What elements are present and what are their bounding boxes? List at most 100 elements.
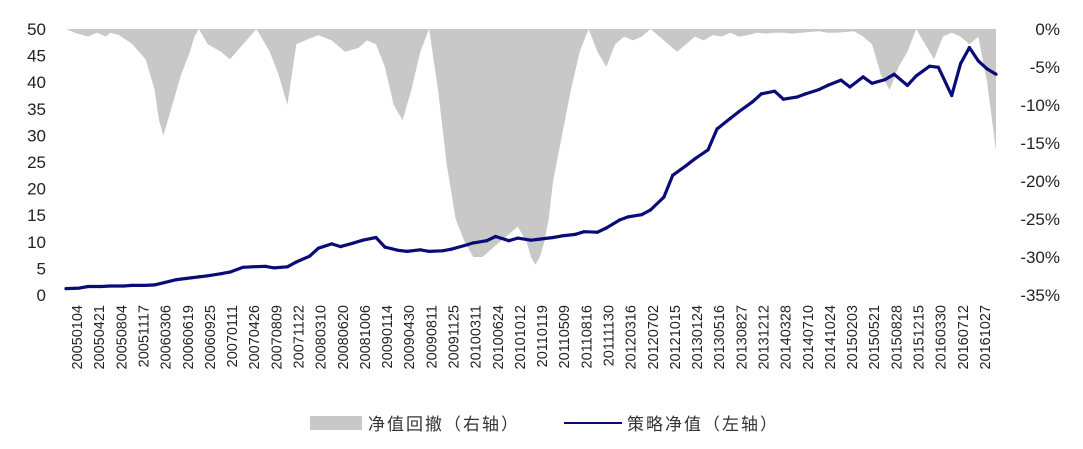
nav-point	[582, 230, 586, 234]
x-tick-label: 20071122	[292, 305, 308, 368]
nav-point	[418, 248, 422, 252]
nav-point	[706, 148, 710, 152]
nav-line-layer	[64, 45, 998, 291]
left-tick-label: 35	[27, 100, 46, 119]
x-tick-label: 20070809	[269, 305, 285, 370]
nav-point	[715, 127, 719, 131]
nav-point	[285, 265, 289, 269]
nav-point	[671, 173, 675, 177]
x-tick-label: 20110816	[579, 305, 595, 368]
nav-point	[263, 264, 267, 268]
nav-point	[967, 46, 972, 50]
nav-point	[339, 245, 343, 249]
x-tick-label: 20150828	[889, 305, 905, 370]
x-tick-label: 20120702	[646, 305, 662, 370]
x-tick-label: 20080310	[314, 305, 330, 370]
right-tick-label: 0%	[1035, 20, 1060, 39]
nav-point	[153, 283, 157, 287]
left-tick-label: 5	[37, 259, 46, 278]
x-tick-label: 20090430	[402, 305, 418, 370]
left-tick-label: 50	[27, 20, 46, 39]
x-tick-label: 20150203	[845, 305, 861, 370]
nav-point	[228, 270, 232, 274]
nav-point	[728, 116, 732, 120]
right-tick-label: -30%	[1020, 248, 1060, 267]
right-tick-label: -20%	[1020, 172, 1060, 191]
nav-point	[640, 213, 644, 217]
nav-point	[804, 92, 808, 96]
nav-point	[294, 260, 298, 264]
nav-point	[928, 64, 932, 68]
nav-point	[184, 276, 188, 281]
nav-point	[976, 59, 980, 63]
x-tick-label: 20101012	[513, 305, 529, 370]
nav-point	[595, 230, 600, 234]
x-tick-label: 20151215	[912, 305, 928, 370]
drawdown-area-layer	[66, 29, 996, 265]
right-tick-label: -25%	[1020, 210, 1060, 229]
x-tick-label: 20111130	[602, 305, 618, 366]
legend-label-nav: 策略净值（左轴）	[627, 415, 779, 435]
x-tick-label: 20090114	[380, 305, 396, 368]
x-tick-label: 20081006	[358, 305, 374, 370]
right-tick-label: -15%	[1020, 134, 1060, 153]
nav-point	[649, 208, 653, 212]
nav-point	[440, 249, 444, 253]
nav-point	[272, 266, 276, 270]
nav-point	[405, 249, 409, 253]
nav-point	[759, 92, 763, 96]
nav-point	[551, 235, 555, 240]
right-tick-label: -5%	[1030, 58, 1060, 77]
x-tick-label: 20050804	[114, 305, 130, 370]
nav-point	[950, 93, 954, 98]
x-tick-label: 20141024	[823, 305, 839, 370]
nav-point	[86, 284, 90, 289]
nav-point	[994, 72, 998, 76]
x-tick-label: 20100311	[469, 305, 485, 368]
legend-label-drawdown: 净值回撤（右轴）	[368, 415, 520, 435]
nav-point	[463, 243, 467, 248]
nav-point	[892, 72, 896, 76]
x-tick-label: 20050421	[92, 305, 108, 370]
x-tick-label: 20110119	[535, 305, 551, 367]
nav-point	[538, 237, 542, 241]
nav-point	[250, 265, 254, 269]
nav-point	[122, 284, 126, 288]
nav-point	[197, 275, 201, 279]
x-tick-label: 20090811	[424, 305, 440, 368]
x-tick-label: 20060619	[181, 305, 197, 370]
nav-point	[77, 286, 81, 290]
x-tick-label: 20050104	[70, 305, 86, 370]
nav-point	[471, 241, 475, 245]
x-tick-label: 20121015	[668, 305, 684, 370]
nav-point	[959, 62, 963, 66]
nav-point	[750, 100, 755, 104]
nav-point	[330, 242, 334, 246]
left-tick-label: 30	[27, 126, 46, 145]
nav-point	[507, 239, 511, 243]
x-tick-label: 20060306	[159, 305, 175, 370]
nav-point	[64, 287, 68, 291]
nav-point	[795, 95, 799, 99]
nav-point	[352, 241, 356, 245]
left-tick-label: 45	[27, 47, 46, 66]
left-tick-label: 20	[27, 180, 46, 199]
nav-point	[870, 81, 874, 85]
nav-point	[449, 247, 453, 251]
nav-point	[374, 235, 378, 240]
left-tick-label: 10	[27, 233, 46, 252]
x-tick-label: 20140710	[801, 305, 817, 370]
x-tick-label: 20070111	[225, 305, 241, 367]
nav-point	[662, 195, 666, 199]
drawdown-area	[66, 29, 996, 265]
nav-point	[883, 77, 887, 82]
nav-point	[308, 254, 312, 258]
left-axis: 0 5 10 15 20 25 30 35 40 45 50	[27, 20, 46, 305]
nav-point	[144, 283, 148, 287]
nav-point	[175, 278, 179, 282]
nav-point	[905, 83, 910, 87]
x-tick-label: 20110509	[557, 305, 573, 368]
nav-point	[529, 238, 533, 242]
x-tick-label: 20051117	[137, 305, 153, 367]
